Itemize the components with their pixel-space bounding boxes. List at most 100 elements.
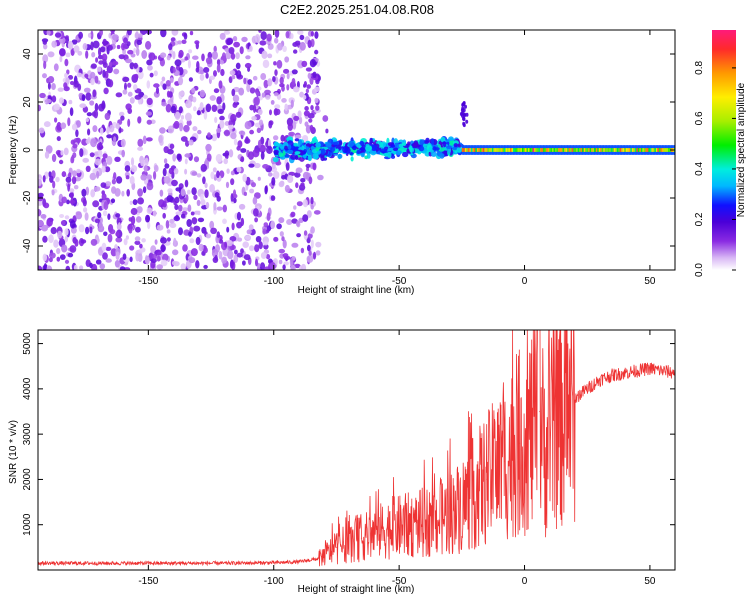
heatmap-cell — [562, 148, 565, 152]
heatmap-cell — [247, 79, 253, 85]
heatmap-cell — [228, 47, 235, 54]
heatmap-cell — [120, 138, 126, 148]
heatmap-cell — [149, 72, 154, 78]
colorbar-tick-label: 0.4 — [694, 162, 705, 176]
heatmap-cell — [232, 102, 238, 108]
heatmap-cell — [166, 55, 171, 61]
heatmap-cell — [192, 126, 198, 132]
heatmap-cell — [462, 123, 466, 128]
heatmap-cell — [284, 154, 290, 158]
heatmap-cell — [555, 148, 558, 152]
heatmap-cell — [129, 256, 133, 263]
heatmap-cell — [294, 263, 301, 269]
heatmap-cell — [43, 121, 51, 128]
heatmap-cell — [222, 102, 226, 111]
heatmap-cell — [189, 30, 194, 36]
heatmap-cell — [254, 244, 260, 253]
heatmap-cell — [279, 231, 284, 237]
heatmap-cell — [97, 150, 103, 156]
heatmap-cell — [209, 75, 216, 81]
heatmap-cell — [172, 66, 176, 73]
heatmap-cell — [274, 37, 279, 44]
heatmap-cell — [482, 148, 486, 152]
heatmap-cell — [577, 148, 580, 152]
heatmap-cell — [249, 104, 255, 111]
heatmap-cell — [294, 172, 301, 178]
heatmap-cell — [291, 242, 299, 248]
heatmap-cell — [432, 146, 437, 151]
heatmap-cell — [163, 158, 168, 164]
heatmap-cell — [257, 108, 263, 116]
heatmap-cell — [59, 214, 65, 218]
heatmap-cell — [204, 189, 209, 199]
heatmap-cell — [129, 245, 135, 251]
heatmap-cell — [56, 121, 62, 131]
heatmap-cell — [240, 148, 247, 153]
heatmap-cell — [279, 83, 285, 88]
heatmap-cell — [96, 66, 102, 72]
heatmap-cell — [579, 148, 582, 152]
snr-data-point — [554, 420, 556, 422]
heatmap-cell — [133, 47, 137, 54]
snr-data-point — [453, 510, 455, 512]
heatmap-cell — [184, 168, 188, 175]
heatmap-cell — [108, 61, 113, 68]
heatmap-cell — [330, 146, 336, 152]
heatmap-cell — [214, 116, 218, 123]
heatmap-cell — [188, 231, 192, 237]
heatmap-cell — [85, 92, 92, 101]
heatmap-cell — [193, 225, 201, 232]
heatmap-cell — [101, 242, 107, 252]
heatmap-cell — [303, 153, 307, 159]
heatmap-cell — [161, 101, 167, 107]
heatmap-cell — [196, 110, 201, 116]
heatmap-cell — [69, 188, 75, 193]
heatmap-cell — [412, 142, 419, 148]
heatmap-cell — [257, 176, 261, 181]
snr-data-point — [468, 496, 470, 499]
heatmap-cell — [456, 147, 461, 153]
heatmap-cell — [360, 152, 365, 158]
heatmap-cell — [60, 220, 66, 226]
heatmap-cell — [95, 57, 99, 63]
heatmap-cell — [618, 148, 621, 152]
heatmap-cell — [230, 193, 234, 202]
heatmap-cell — [66, 69, 70, 75]
heatmap-cell — [77, 50, 83, 56]
heatmap-cell — [467, 148, 470, 152]
heatmap-cell — [307, 154, 312, 162]
heatmap-cell — [197, 217, 205, 223]
heatmap-cell — [79, 265, 84, 270]
heatmap-cell — [662, 148, 665, 152]
heatmap-cell — [310, 226, 315, 234]
heatmap-cell — [69, 191, 74, 199]
heatmap-cell — [75, 129, 79, 138]
heatmap-cell — [640, 148, 644, 152]
heatmap-cell — [47, 82, 51, 90]
heatmap-cell — [519, 148, 522, 152]
heatmap-cell — [168, 43, 173, 51]
heatmap-cell — [225, 181, 230, 189]
heatmap-cell — [496, 148, 499, 152]
heatmap-cell — [63, 82, 68, 89]
heatmap-cell — [146, 174, 152, 181]
heatmap-cell — [106, 134, 113, 139]
snr-data-point — [518, 442, 521, 444]
heatmap-cell — [137, 116, 142, 124]
heatmap-cell — [634, 148, 638, 152]
heatmap-cell — [322, 115, 329, 122]
heatmap-cell — [266, 33, 272, 42]
heatmap-cell — [162, 167, 167, 177]
heatmap-cell — [191, 87, 196, 94]
heatmap-cell — [38, 127, 45, 134]
heatmap-cell — [51, 95, 57, 103]
heatmap-cell — [162, 201, 167, 208]
heatmap-cell — [221, 256, 228, 264]
heatmap-cell — [630, 148, 633, 152]
heatmap-cell — [106, 155, 113, 165]
heatmap-cell — [627, 148, 630, 152]
snr-line-layer — [38, 330, 675, 567]
heatmap-cell — [198, 243, 204, 252]
heatmap-cell — [60, 150, 64, 156]
heatmap-cell — [309, 124, 314, 132]
